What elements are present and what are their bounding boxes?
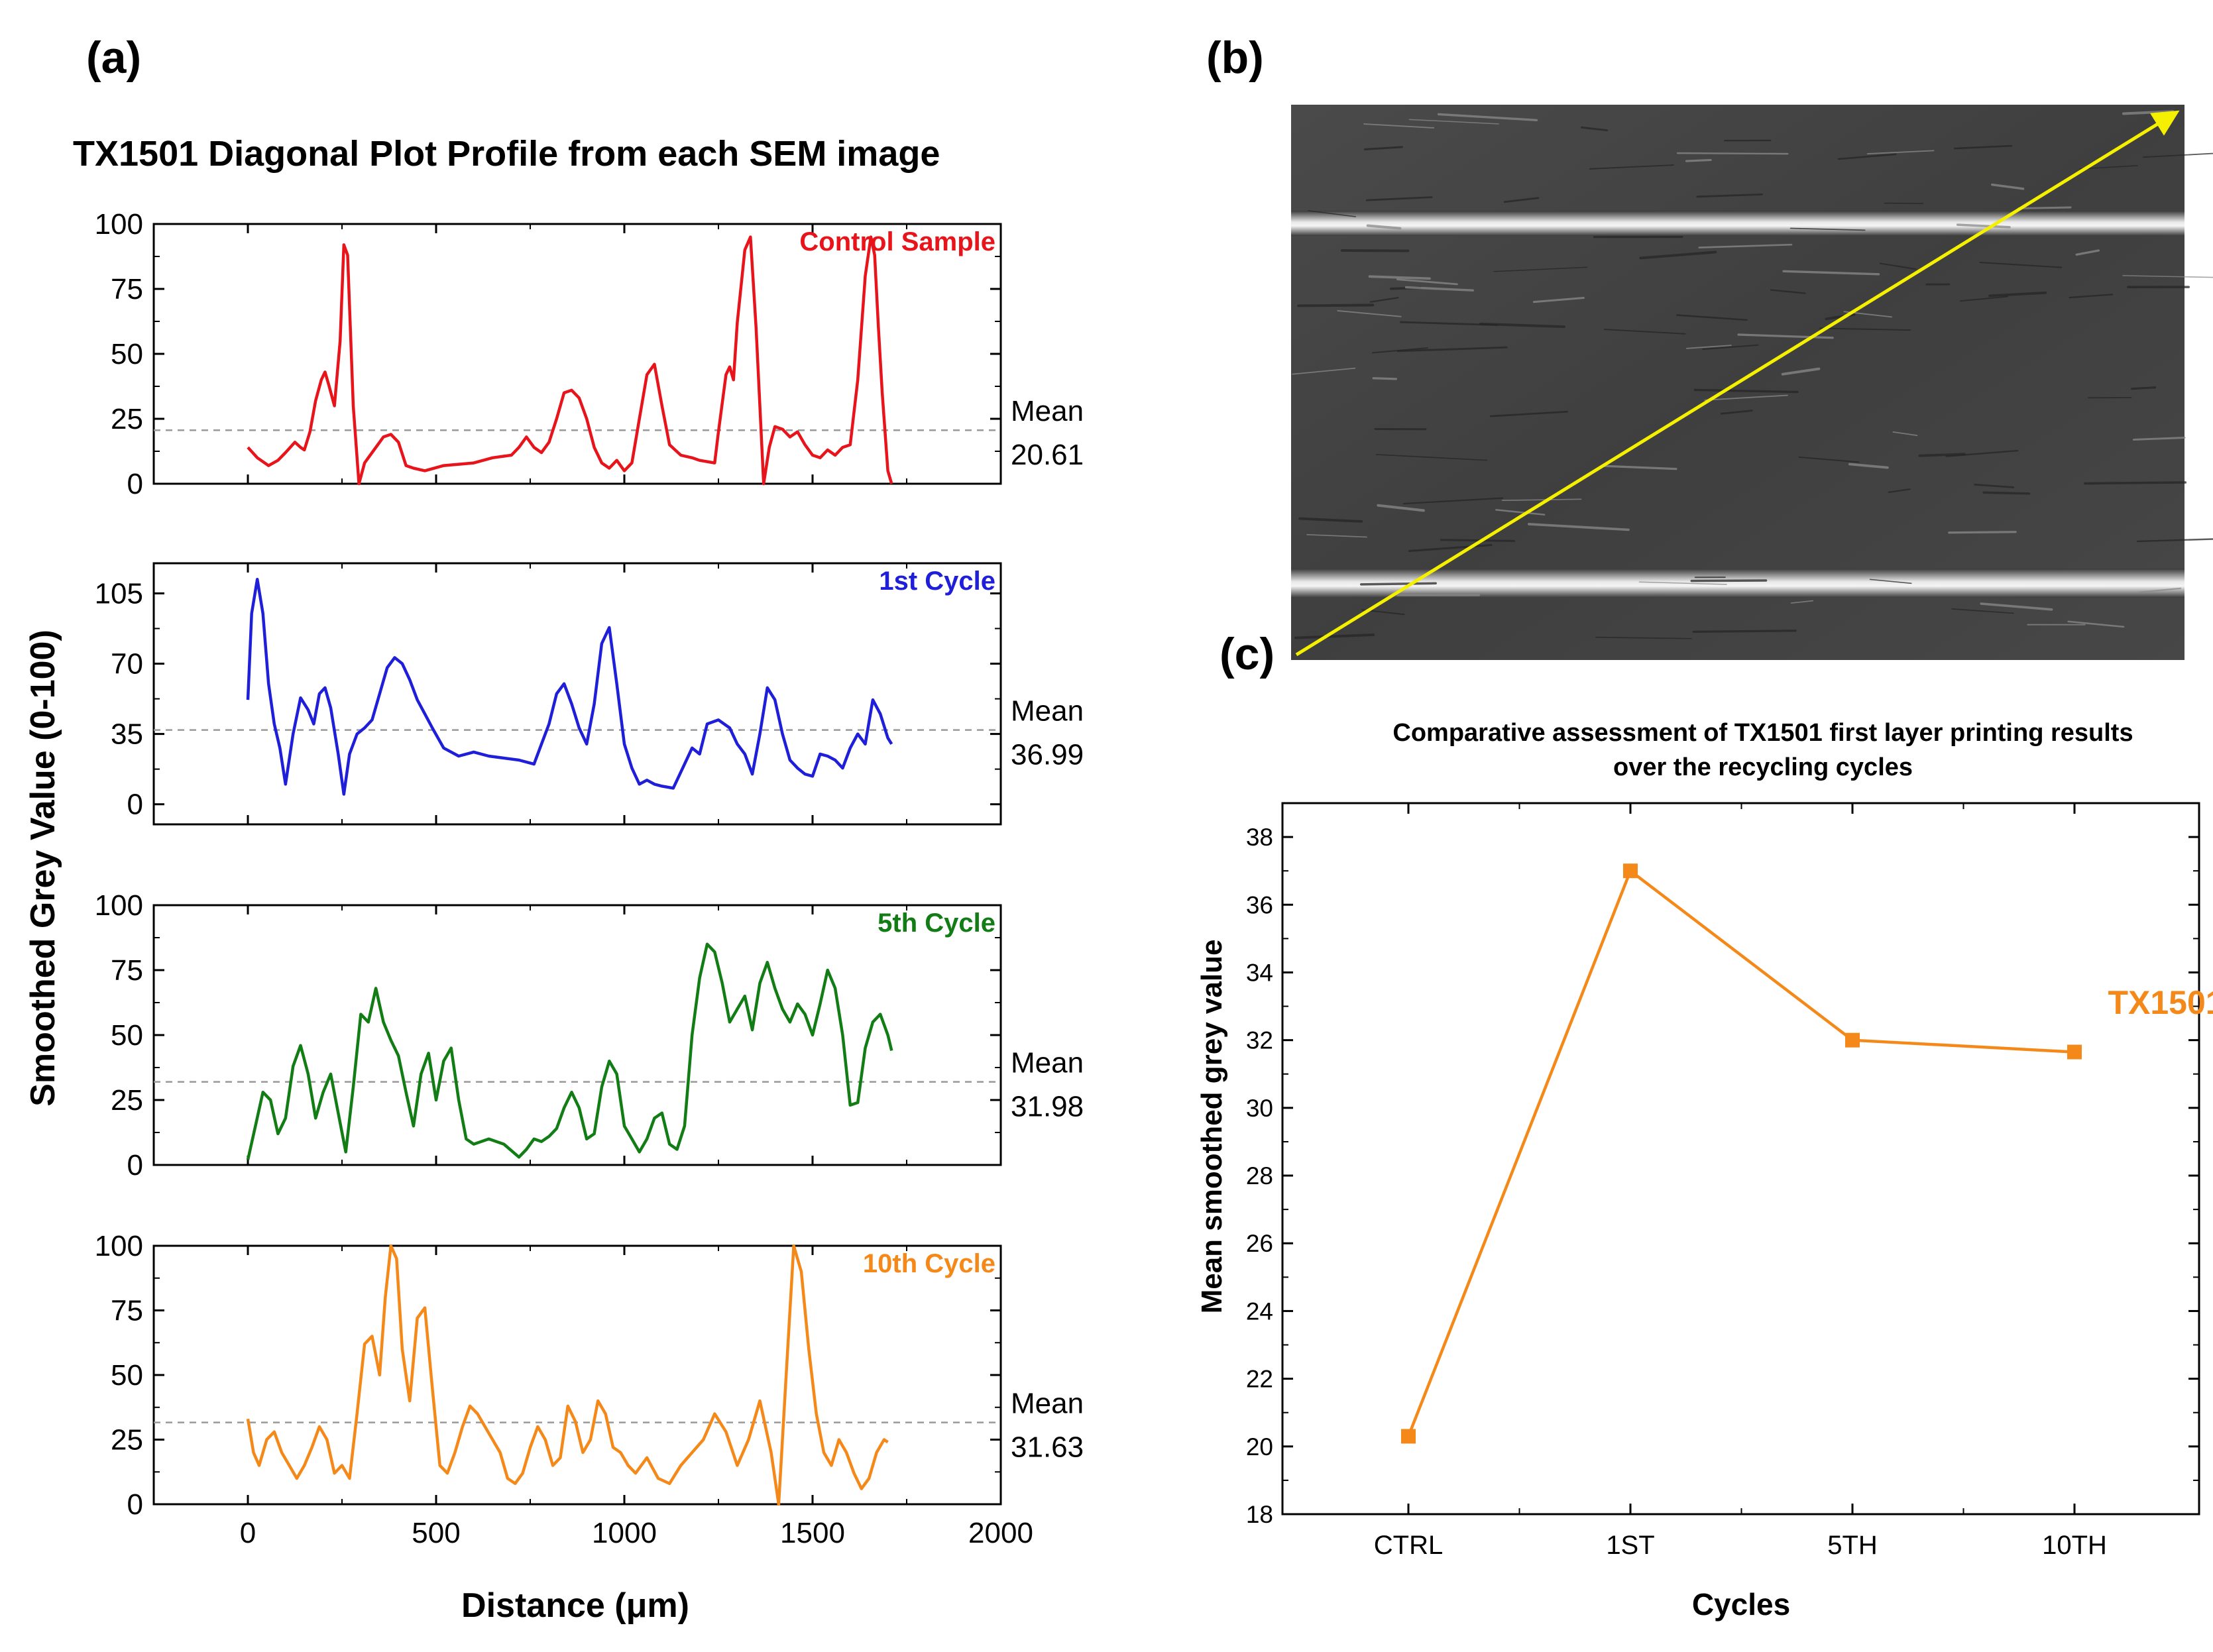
sem-streak	[1984, 492, 2029, 494]
y-tick-label: 70	[111, 648, 143, 681]
sem-streak	[1342, 250, 1408, 251]
y-tick-label: 35	[111, 718, 143, 751]
summary-x-tick-label: CTRL	[1374, 1531, 1443, 1560]
profile-y-axis-label: Smoothed Grey Value (0-100)	[24, 630, 62, 1107]
y-tick-label: 25	[111, 1084, 143, 1117]
sem-streak	[1949, 532, 2015, 533]
profile-series-line	[248, 944, 891, 1160]
y-tick-label: 25	[111, 1424, 143, 1457]
sem-streak	[2019, 207, 2071, 208]
summary-y-tick-label: 38	[1246, 824, 1273, 851]
sem-filament-boundary-top	[1291, 211, 2185, 236]
summary-x-tick-label: 1ST	[1606, 1531, 1654, 1560]
profile-title: TX1501 Diagonal Plot Profile from each S…	[73, 134, 940, 174]
x-tick-label: 2000	[968, 1517, 1033, 1549]
profile-panel: 0 25 50 75 100 Mean 20.61 Control Sample	[95, 208, 1084, 500]
sem-streak	[2085, 482, 2185, 484]
profile-x-axis-label: Distance (μm)	[461, 1586, 689, 1625]
summary-y-tick-label: 20	[1246, 1433, 1273, 1460]
profile-panel: 0 35 70 105 Mean 36.99 1st Cycle	[95, 563, 1084, 824]
y-tick-label: 100	[95, 208, 143, 241]
y-tick-label: 0	[127, 789, 143, 821]
profile-series-line	[248, 579, 891, 794]
summary-y-tick-label: 30	[1246, 1095, 1273, 1122]
summary-title-line-1: Comparative assessment of TX1501 first l…	[1392, 719, 2133, 747]
summary-y-tick-label: 28	[1246, 1162, 1273, 1189]
series-name-label: 1st Cycle	[879, 567, 995, 596]
y-tick-label: 75	[111, 1295, 143, 1327]
y-tick-label: 0	[127, 468, 143, 500]
y-tick-label: 0	[127, 1149, 143, 1182]
sem-streak	[1693, 631, 1795, 632]
mean-label: Mean	[1011, 1047, 1084, 1079]
sem-streak	[1361, 583, 1436, 584]
y-tick-label: 50	[111, 1359, 143, 1392]
mean-value: 20.61	[1011, 439, 1084, 471]
y-tick-label: 50	[111, 1019, 143, 1052]
mean-label: Mean	[1011, 1388, 1084, 1420]
sem-streak	[2132, 388, 2155, 389]
plot-frame	[154, 563, 1001, 824]
sem-streak	[1677, 153, 1787, 154]
sem-streak	[1686, 160, 1711, 161]
panel-label-c: (c)	[1220, 629, 1275, 679]
x-tick-label: 1500	[780, 1517, 845, 1549]
summary-y-axis-label: Mean smoothed grey value	[1196, 940, 1228, 1314]
mean-value: 31.63	[1011, 1431, 1084, 1464]
sem-streak	[1441, 540, 1514, 541]
sem-streak	[1373, 378, 1396, 379]
y-tick-label: 100	[95, 889, 143, 922]
summary-title-line-2: over the recycling cycles	[1613, 753, 1913, 781]
summary-series-line	[1408, 871, 2074, 1436]
y-tick-label: 105	[95, 577, 143, 610]
summary-data-marker	[1845, 1033, 1860, 1048]
summary-y-tick-label: 32	[1246, 1027, 1273, 1054]
x-tick-label: 1000	[592, 1517, 657, 1549]
sem-image	[1291, 105, 2213, 660]
sem-streak	[1691, 580, 1766, 581]
sem-streak	[1919, 454, 1964, 456]
panel-label-b: (b)	[1206, 32, 1264, 83]
series-name-label: Control Sample	[799, 227, 995, 256]
mean-label: Mean	[1011, 695, 1084, 728]
summary-y-tick-label: 36	[1246, 891, 1273, 918]
summary-y-tick-label: 24	[1246, 1297, 1273, 1325]
summary-x-tick-label: 5TH	[1827, 1531, 1878, 1560]
panel-label-a: (a)	[86, 32, 141, 83]
profile-series-line	[248, 237, 891, 484]
series-name-label: 5th Cycle	[878, 909, 995, 938]
profile-series-line	[248, 1246, 888, 1504]
y-tick-label: 100	[95, 1230, 143, 1262]
y-tick-label: 50	[111, 338, 143, 370]
summary-x-axis-label: Cycles	[1692, 1587, 1790, 1622]
profile-panel: 0 25 50 75 100 Mean 31.98 5th Cycle	[95, 889, 1084, 1182]
summary-y-tick-label: 34	[1246, 959, 1273, 986]
mean-value: 36.99	[1011, 739, 1084, 771]
profile-plots: 0 25 50 75 100 Mean 20.61 Control Sample 0 35 70 10…	[95, 208, 1084, 1549]
y-tick-label: 0	[127, 1488, 143, 1521]
series-name-label: 10th Cycle	[863, 1249, 995, 1278]
y-tick-label: 75	[111, 954, 143, 987]
summary-data-marker	[2067, 1045, 2082, 1060]
summary-series-label: TX1501	[2108, 984, 2213, 1021]
summary-y-tick-label: 22	[1246, 1366, 1273, 1393]
summary-y-tick-label: 18	[1246, 1501, 1273, 1528]
summary-data-marker	[1401, 1429, 1416, 1443]
y-tick-label: 25	[111, 403, 143, 435]
x-tick-label: 0	[240, 1517, 256, 1549]
x-tick-label: 500	[412, 1517, 460, 1549]
summary-plot: 18 20 22 24 26 28 30 32 34 36 38 CTRL 1ST 5TH 10TH TX15…	[1246, 803, 2213, 1560]
summary-y-tick-label: 26	[1246, 1230, 1273, 1257]
mean-label: Mean	[1011, 395, 1084, 427]
mean-value: 31.98	[1011, 1091, 1084, 1123]
y-tick-label: 75	[111, 273, 143, 305]
summary-x-tick-label: 10TH	[2042, 1531, 2107, 1560]
summary-data-marker	[1623, 863, 1638, 878]
